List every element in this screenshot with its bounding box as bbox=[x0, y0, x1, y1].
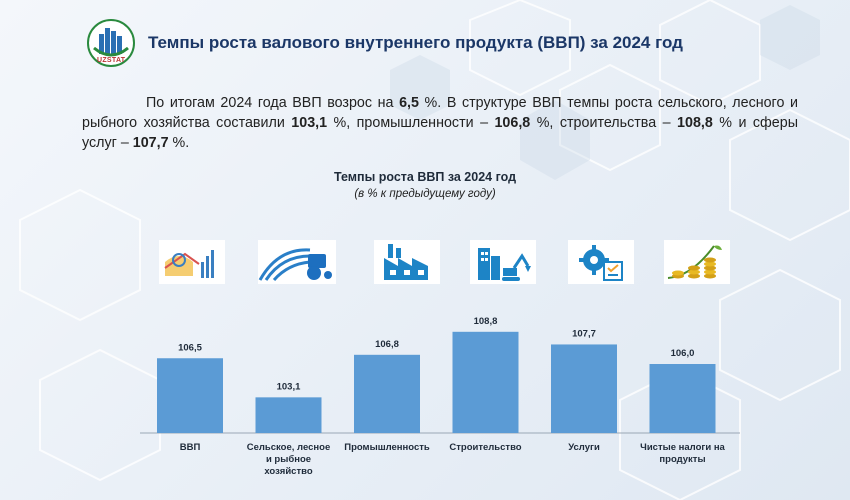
bar-3 bbox=[452, 331, 519, 433]
summary-text-1: По итогам 2024 года ВВП возрос на bbox=[146, 95, 400, 111]
summary-text-4: %, строительства – bbox=[530, 115, 678, 131]
chart-subtitle: (в % к предыдущему году) bbox=[354, 188, 496, 200]
bar-value-label-1: 103,1 bbox=[277, 381, 301, 392]
bar-5 bbox=[649, 364, 716, 433]
logo-text: UZSTAT bbox=[97, 57, 126, 64]
bar-value-label-2: 106,8 bbox=[375, 339, 399, 350]
summary-value-services: 107,7 bbox=[132, 135, 169, 151]
bar-value-label-5: 106,0 bbox=[671, 348, 695, 359]
summary-text-2: %. В структуре ВВП темпы роста сельского… bbox=[82, 95, 798, 131]
summary-value-industry: 106,8 bbox=[494, 115, 531, 131]
category-label-0: ВВП bbox=[180, 442, 201, 453]
summary-text-5: % и сферы услуг – bbox=[82, 115, 798, 151]
chart-title: Темпы роста ВВП за 2024 год bbox=[333, 170, 517, 184]
category-label-4: Услуги bbox=[568, 442, 600, 453]
category-label-1: Сельское, лесное и рыбное хозяйство bbox=[247, 442, 330, 477]
bar-value-label-0: 106,5 bbox=[178, 342, 202, 353]
uzstat-logo bbox=[87, 19, 135, 67]
summary-value-gdp: 6,5 bbox=[399, 95, 419, 111]
bar-value-label-4: 107,7 bbox=[572, 328, 596, 339]
page-title: Темпы роста валового внутреннего продукт… bbox=[148, 33, 683, 52]
bar-value-label-3: 108,8 bbox=[474, 316, 498, 327]
category-label-2: Промышленность bbox=[344, 442, 430, 453]
summary-value-construction: 108,8 bbox=[677, 115, 713, 131]
category-label-5: Чистые налоги на продукты bbox=[640, 442, 725, 465]
summary-text-3: %, промышленности – bbox=[327, 115, 495, 131]
bar-0 bbox=[157, 358, 223, 433]
summary-paragraph: По итогам 2024 года ВВП возрос на 6,5 %.… bbox=[82, 93, 798, 153]
summary-text-6: %. bbox=[168, 135, 190, 151]
bar-4 bbox=[551, 344, 617, 433]
bar-2 bbox=[354, 354, 420, 433]
summary-value-agriculture: 103,1 bbox=[291, 115, 328, 131]
bar-1 bbox=[255, 397, 322, 433]
category-label-3: Строительство bbox=[449, 442, 521, 453]
